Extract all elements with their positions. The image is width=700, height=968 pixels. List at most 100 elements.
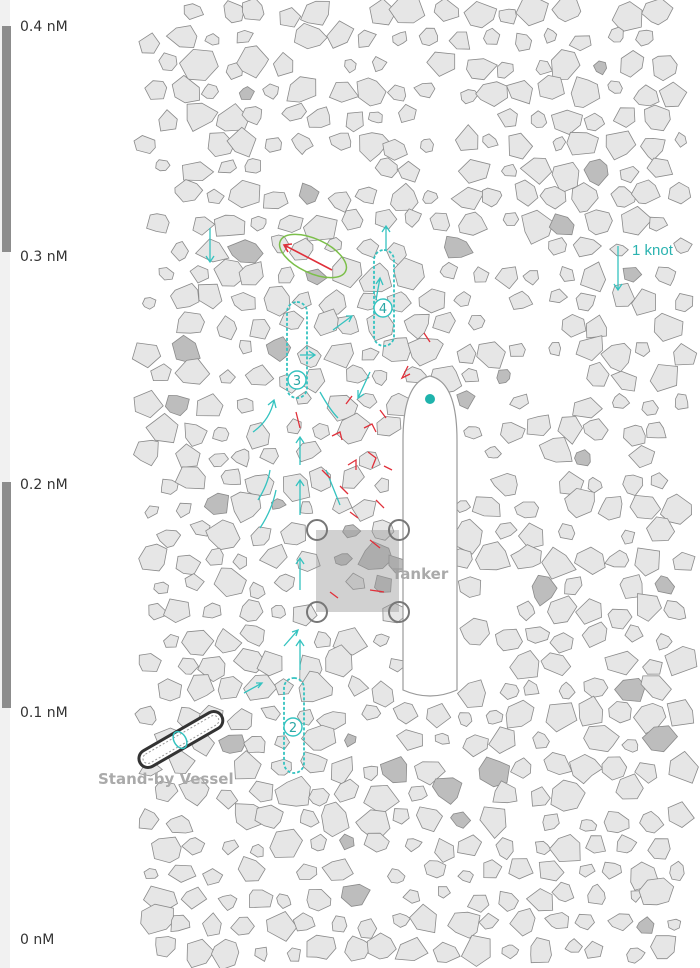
- ice-floe: [196, 393, 224, 417]
- ice-floe: [204, 33, 220, 46]
- ice-floe: [376, 415, 402, 437]
- ice-floe: [564, 938, 583, 953]
- ice-floe: [476, 341, 506, 369]
- marker-4-outline: [373, 249, 395, 347]
- target-floe-arrow: [282, 243, 333, 271]
- ice-floe: [218, 734, 246, 754]
- ice-floe: [616, 834, 638, 854]
- ice-floe: [460, 89, 479, 105]
- ice-floe: [326, 20, 355, 49]
- ice-floe: [286, 76, 317, 103]
- red-track-6: [321, 469, 331, 479]
- ice-floe: [404, 208, 423, 228]
- current-arrow-icon: [613, 246, 623, 292]
- ice-floe: [514, 179, 539, 207]
- ice-floe: [550, 109, 583, 135]
- ice-floe: [206, 188, 225, 205]
- ice-floe: [171, 74, 201, 104]
- ice-floe: [178, 777, 210, 807]
- ice-floe: [158, 52, 178, 72]
- ice-floe: [280, 522, 307, 546]
- ice-floe: [471, 496, 501, 517]
- drift-arrow-12: [205, 228, 215, 264]
- ice-floe: [426, 703, 452, 729]
- ice-floe: [543, 27, 558, 44]
- ice-floe: [217, 676, 243, 700]
- current-indicator: 1 knot: [613, 242, 674, 292]
- ice-floe: [515, 0, 549, 27]
- ice-floe: [358, 262, 393, 293]
- ice-floe: [177, 657, 200, 675]
- ice-floe: [569, 753, 604, 785]
- ice-floe: [363, 832, 390, 853]
- target-floe: [278, 233, 348, 279]
- ice-floe: [217, 894, 238, 912]
- tanker-hull: [402, 375, 458, 697]
- ice-floe: [601, 861, 622, 880]
- drift-arrow-9: [357, 371, 371, 400]
- ice-floe: [664, 645, 698, 677]
- ice-floe: [262, 83, 280, 100]
- ice-floe: [138, 808, 160, 830]
- ice-floe: [600, 342, 632, 373]
- ice-floe: [374, 574, 392, 593]
- ice-floe: [578, 695, 604, 727]
- ice-floe: [357, 541, 393, 570]
- ice-floe: [621, 739, 639, 753]
- ice-floe: [216, 315, 238, 341]
- ice-floe: [223, 0, 245, 24]
- ice-floe: [530, 786, 551, 807]
- ice-floe: [374, 477, 389, 494]
- ice-floe: [509, 650, 540, 680]
- ice-floe: [356, 77, 387, 107]
- ice-floe: [607, 608, 633, 630]
- ice-floe: [382, 337, 411, 362]
- ice-floe: [388, 658, 405, 673]
- ice-floe: [566, 131, 599, 156]
- ice-floe: [494, 266, 519, 290]
- ice-floe: [402, 889, 421, 904]
- ice-floe: [570, 76, 601, 108]
- ice-floe: [227, 239, 264, 264]
- ice-floe: [236, 45, 270, 79]
- red-track-9: [375, 499, 385, 509]
- ice-floe: [175, 502, 192, 519]
- ice-floe: [174, 179, 204, 203]
- ice-floe: [647, 838, 671, 860]
- ice-floe: [538, 860, 565, 882]
- ice-floe: [615, 773, 644, 800]
- ice-floe: [264, 137, 282, 153]
- ice-floe: [239, 599, 264, 622]
- ice-floe: [249, 889, 274, 909]
- ice-floe: [146, 213, 170, 234]
- ice-floe: [564, 487, 595, 519]
- ice-floe: [295, 440, 322, 463]
- ice-floe: [236, 397, 254, 414]
- ice-floe: [593, 60, 608, 76]
- ice-floe: [155, 936, 176, 958]
- ice-floe: [572, 236, 603, 258]
- ice-floe: [655, 633, 673, 651]
- ice-floe: [133, 389, 164, 419]
- ice-floe: [496, 61, 514, 79]
- ice-floe: [483, 859, 503, 879]
- ice-floe: [514, 501, 540, 519]
- ice-floe: [484, 446, 502, 459]
- ice-floe: [478, 756, 511, 788]
- ice-floe: [558, 681, 576, 700]
- standby-vessel: Stand-by Vessel: [98, 710, 234, 788]
- red-track-14: [369, 589, 385, 593]
- ice-floe: [292, 604, 318, 627]
- ice-floe: [548, 237, 567, 256]
- drift-arrow-11: [381, 224, 391, 250]
- ice-floe: [638, 877, 675, 906]
- ice-floe: [277, 266, 295, 284]
- ice-floe: [458, 211, 488, 236]
- ice-floe: [202, 868, 224, 886]
- ice-floe: [489, 472, 518, 497]
- ice-floe: [361, 347, 380, 361]
- ice-floe: [170, 241, 189, 262]
- marker-3-number: 3: [293, 374, 301, 389]
- red-track-5: [383, 465, 393, 471]
- ice-floe: [457, 159, 491, 184]
